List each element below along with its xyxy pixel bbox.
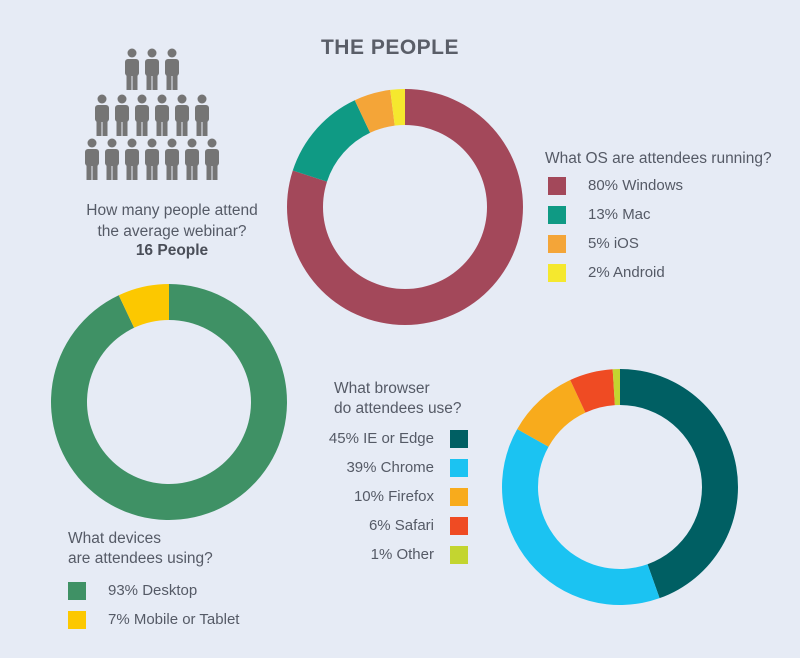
browser-legend-item: 6% Safari [300, 511, 468, 540]
browser-slice-other [612, 369, 620, 406]
people-icon-grid [85, 48, 219, 180]
devices-legend: 93% Desktop 7% Mobile or Tablet [68, 576, 239, 634]
os-legend-swatch [548, 176, 566, 195]
devices-donut-chart [50, 284, 287, 520]
os-legend-item: 2% Android [548, 258, 683, 287]
person-icon [95, 94, 109, 136]
devices-legend-item: 7% Mobile or Tablet [68, 605, 239, 634]
browser-donut-chart [502, 369, 738, 605]
person-icon [125, 138, 139, 180]
os-slice-ios [354, 89, 395, 133]
person-icon [105, 138, 119, 180]
person-icon [115, 94, 129, 136]
person-icon [205, 138, 219, 180]
browser-slice-firefox [517, 380, 586, 447]
devices-legend-label: 7% Mobile or Tablet [108, 611, 240, 628]
devices-slice-mobile-or-tablet [118, 284, 169, 328]
browser-slice-safari [570, 369, 615, 413]
person-icon [165, 138, 179, 180]
os-donut-chart [287, 89, 523, 325]
devices-legend-swatch [68, 610, 86, 629]
browser-question-line2: do attendees use? [334, 400, 462, 417]
page-title: THE PEOPLE [320, 36, 460, 59]
person-icon [85, 138, 99, 180]
browser-legend-label: 10% Firefox [353, 488, 434, 505]
os-slice-mac [292, 100, 371, 182]
os-slice-android [390, 89, 405, 126]
browser-legend: 45% IE or Edge 39% Chrome 10% Firefox 6% Sa… [300, 424, 468, 569]
devices-legend-label: 93% Desktop [108, 582, 198, 599]
os-legend-item: 5% iOS [548, 229, 683, 258]
browser-legend-label: 1% Other [370, 546, 434, 563]
devices-question-line2: are attendees using? [68, 550, 213, 567]
os-question: What OS are attendees running? [545, 150, 772, 167]
os-legend: 80% Windows 13% Mac 5% iOS 2% Android [548, 171, 683, 287]
person-icon [165, 48, 179, 90]
person-icon [145, 138, 159, 180]
person-icon [145, 48, 159, 90]
people-question: How many people attend the average webin… [40, 200, 304, 242]
browser-legend-swatch [450, 545, 468, 564]
browser-legend-label: 39% Chrome [346, 459, 434, 476]
browser-legend-label: 6% Safari [368, 517, 434, 534]
person-icon [135, 94, 149, 136]
os-legend-label: 80% Windows [588, 177, 684, 194]
person-icon [195, 94, 209, 136]
os-legend-label: 2% Android [588, 264, 665, 281]
browser-question-line1: What browser [334, 380, 430, 397]
browser-legend-swatch [450, 429, 468, 448]
browser-legend-swatch [450, 458, 468, 477]
os-legend-label: 13% Mac [588, 206, 651, 223]
people-question-line1: How many people attend [86, 202, 258, 219]
browser-legend-swatch [450, 487, 468, 506]
people-question-line2: the average webinar? [97, 223, 247, 240]
devices-question-line1: What devices [68, 530, 162, 547]
person-icon [155, 94, 169, 136]
browser-slice-chrome [502, 429, 660, 605]
people-answer: 16 People [135, 242, 209, 259]
person-icon [185, 138, 199, 180]
browser-legend-item: 45% IE or Edge [300, 424, 468, 453]
devices-slice-desktop [50, 284, 287, 520]
browser-legend-item: 1% Other [300, 540, 468, 569]
browser-legend-item: 10% Firefox [300, 482, 468, 511]
os-legend-item: 80% Windows [548, 171, 683, 200]
browser-legend-label: 45% IE or Edge [328, 430, 434, 447]
browser-slice-ie-or-edge [620, 369, 738, 599]
os-legend-item: 13% Mac [548, 200, 683, 229]
os-legend-label: 5% iOS [588, 235, 639, 252]
person-icon [125, 48, 139, 90]
os-legend-swatch [548, 205, 566, 224]
devices-question: What devices are attendees using? [68, 529, 213, 569]
browser-question: What browser do attendees use? [334, 379, 462, 419]
devices-legend-item: 93% Desktop [68, 576, 239, 605]
browser-legend-item: 39% Chrome [300, 453, 468, 482]
person-icon [175, 94, 189, 136]
os-slice-windows [287, 89, 523, 325]
devices-legend-swatch [68, 581, 86, 600]
os-legend-swatch [548, 234, 566, 253]
os-legend-swatch [548, 263, 566, 282]
browser-legend-swatch [450, 516, 468, 535]
